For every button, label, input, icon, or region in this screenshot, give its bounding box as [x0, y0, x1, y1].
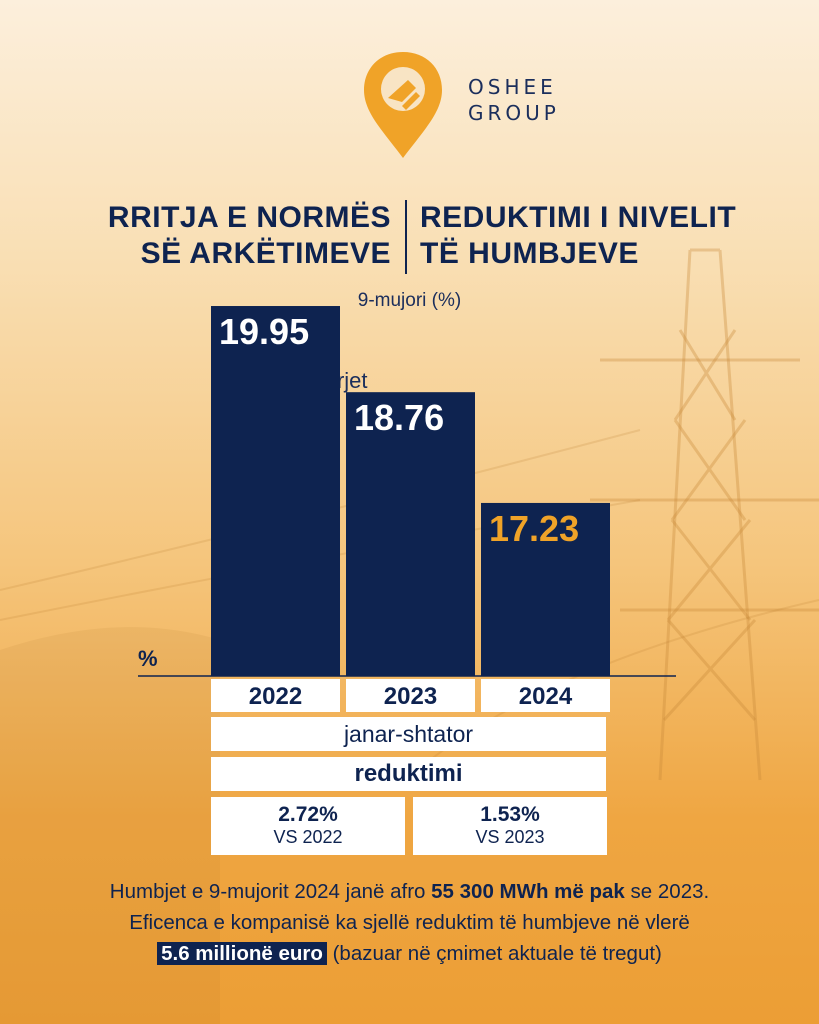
reduction-vs-2023-box: 1.53% VS 2023: [413, 797, 607, 855]
x-tick-label: 2024: [519, 683, 573, 710]
brand-name-line2: GROUP: [468, 101, 560, 125]
footer-line3-suffix: (bazuar në çmimet aktuale të tregut): [326, 942, 662, 965]
reduction-value: 1.53%: [480, 803, 540, 826]
oshee-logo-icon: [364, 52, 442, 158]
x-tick-label: 2022: [249, 683, 302, 710]
bar-value-label: 17.23: [489, 508, 579, 549]
x-tick-box: [211, 679, 340, 712]
bar-value-label: 18.76: [354, 397, 444, 438]
footer-line-2: Eficenca e kompanisë ka sjellë reduktim …: [129, 911, 690, 934]
subtitle: 9-mujori (%): [357, 290, 462, 311]
heading-left-line2: SË ARKËTIMEVE: [140, 237, 391, 270]
heading-loss-reduction: REDUKTIMI I NIVELIT TË HUMBJEVE: [420, 200, 736, 272]
footer-line1-prefix: Humbjet e 9-mujorit 2024 janë afro: [109, 880, 432, 903]
reduction-value: 2.72%: [278, 803, 338, 826]
period-label: janar-shtator: [211, 717, 606, 751]
footer-line1-suffix: se 2023.: [624, 880, 710, 903]
x-tick-box: [481, 679, 610, 712]
reduction-label: reduktimi: [211, 757, 606, 791]
footer-text: Humbjet e 9-mujorit 2024 janë afro 55 30…: [0, 876, 819, 969]
bar-2022: [211, 306, 340, 676]
heading-divider: [405, 200, 407, 274]
heading-left-line1: RRITJA E NORMËS: [107, 201, 391, 234]
heading-right-line2: TË HUMBJEVE: [420, 237, 639, 270]
heading-collection-rate: RRITJA E NORMËS SË ARKËTIMEVE: [108, 200, 391, 272]
footer-line-1: Humbjet e 9-mujorit 2024 janë afro 55 30…: [0, 876, 819, 907]
brand-name-line1: OSHEE: [468, 75, 557, 99]
reduction-reference: VS 2022: [273, 827, 343, 847]
bar-value-label: 19.95: [219, 311, 309, 352]
reduction-reference: VS 2023: [475, 827, 545, 847]
brand-name: OSHEE GROUP: [468, 74, 560, 126]
reduction-vs-2022-box: 2.72% VS 2022: [211, 797, 405, 855]
bar-2023: [346, 392, 475, 676]
y-axis-unit-label: %: [138, 646, 158, 671]
bar-2024: [481, 502, 610, 676]
heading-right-line1: REDUKTIMI I NIVELIT: [420, 201, 737, 234]
footer-highlight: 5.6 millionë euro: [157, 942, 327, 965]
x-tick-label: 2023: [384, 683, 437, 710]
footer-line1-bold: 55 300 MWh më pak: [431, 880, 625, 903]
footer-line-3: 5.6 millionë euro (bazuar në çmimet aktu…: [0, 938, 819, 969]
x-tick-box: [346, 679, 475, 712]
